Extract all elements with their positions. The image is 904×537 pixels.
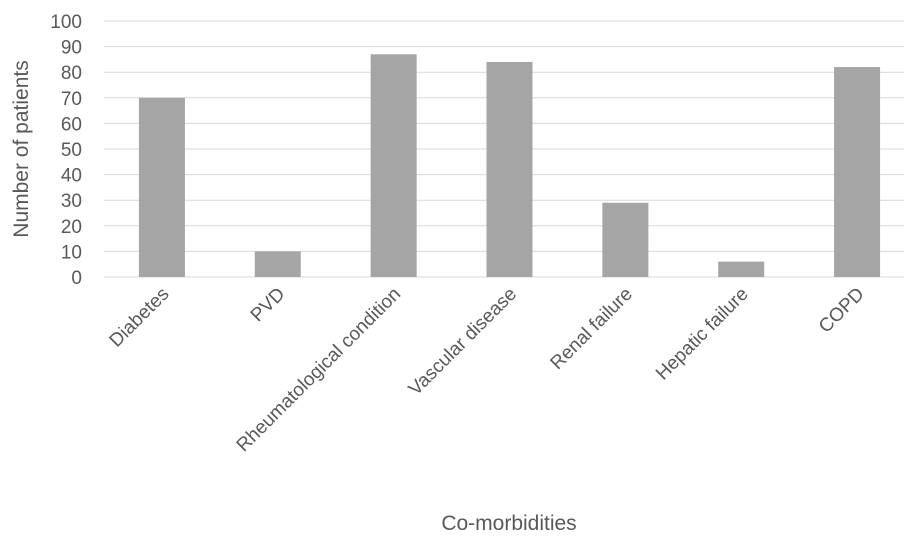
y-tick-label: 90: [61, 38, 82, 59]
y-tick-label: 60: [61, 114, 82, 135]
y-tick-label: 20: [61, 217, 82, 238]
y-tick-label: 100: [50, 12, 82, 33]
y-tick-label: 0: [71, 268, 82, 289]
y-axis-ticks: 0 10 20 30 40 50 60 70 80 90 100: [50, 12, 82, 289]
y-tick-label: 70: [61, 89, 82, 110]
x-category-label: Diabetes: [106, 284, 174, 352]
x-category-label: Vascular disease: [405, 284, 521, 400]
bar-pvd: [254, 251, 301, 277]
x-category-label: PVD: [247, 284, 289, 326]
bars: [138, 54, 881, 278]
y-axis-title: Number of patients: [10, 60, 33, 237]
bar-copd: [834, 67, 881, 277]
bar-rheumatological-condition: [370, 54, 417, 277]
y-tick-label: 30: [61, 191, 82, 212]
y-tick-label: 10: [61, 242, 82, 263]
bar-diabetes: [138, 97, 185, 277]
bar-vascular-disease: [486, 61, 533, 278]
x-axis-title: Co-morbidities: [441, 512, 576, 535]
x-category-label: COPD: [815, 284, 869, 338]
y-tick-label: 80: [61, 63, 82, 84]
bar-renal-failure: [602, 202, 649, 277]
y-tick-label: 50: [61, 140, 82, 161]
x-category-label: Hepatic failure: [652, 284, 753, 385]
y-tick-label: 40: [61, 166, 82, 187]
x-category-label: Renal failure: [547, 284, 637, 374]
bar-hepatic-failure: [718, 261, 765, 277]
